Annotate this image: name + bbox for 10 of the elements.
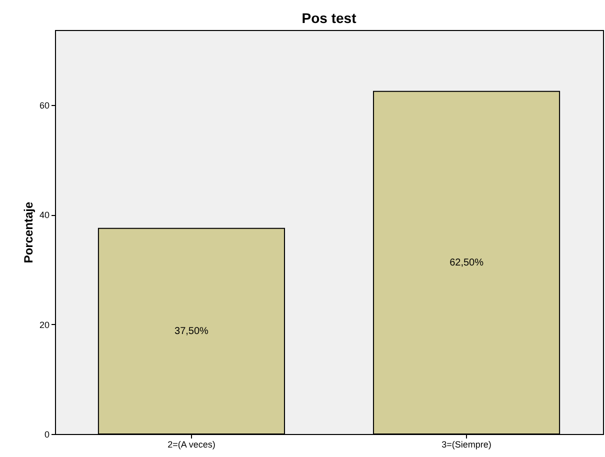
- y-axis-title: Porcentaje: [21, 201, 36, 264]
- x-tick-label: 3=(Siempre): [442, 440, 492, 450]
- y-tick-label: 0: [44, 430, 50, 440]
- chart-title: Pos test: [302, 10, 357, 26]
- data-label: 37,50%: [174, 326, 209, 338]
- x-tick-label: 2=(A veces): [168, 440, 216, 450]
- y-tick-label: 40: [39, 210, 50, 220]
- data-label: 62,50%: [450, 258, 484, 269]
- y-tick-label: 20: [39, 320, 50, 330]
- y-tick-label: 60: [39, 100, 50, 111]
